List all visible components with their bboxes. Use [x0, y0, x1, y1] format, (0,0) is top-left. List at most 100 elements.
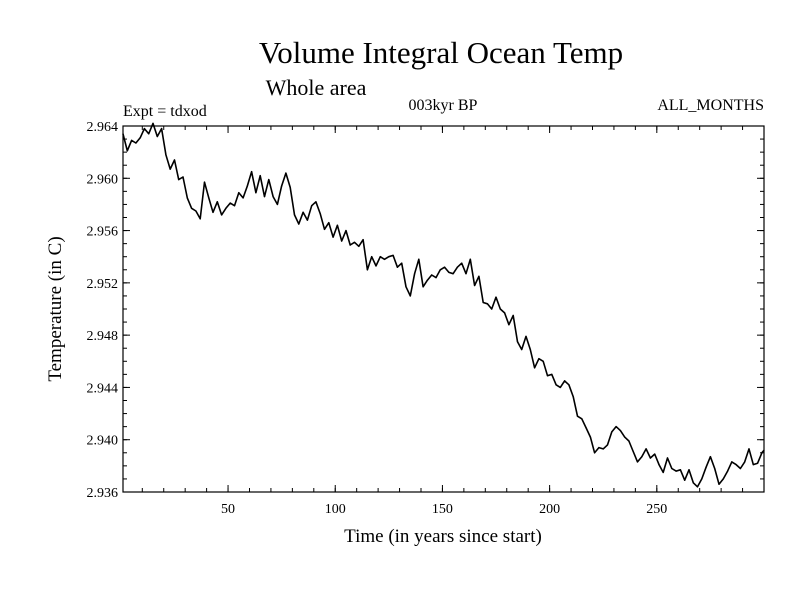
data-point: [538, 358, 540, 360]
data-point: [276, 203, 278, 205]
data-point: [426, 279, 428, 281]
data-point: [203, 181, 206, 183]
data-point: [345, 230, 347, 232]
data-point: [666, 457, 669, 459]
y-tick-label: 2.960: [87, 172, 119, 187]
x-tick-label: 150: [432, 502, 453, 517]
data-point: [238, 192, 240, 194]
plot-frame: [122, 125, 765, 493]
x-tick-label: 250: [646, 502, 667, 517]
data-point: [684, 479, 686, 481]
data-point: [169, 168, 171, 170]
data-point: [491, 308, 493, 310]
y-tick-label: 2.940: [87, 434, 119, 449]
data-point: [263, 196, 266, 198]
data-point: [606, 444, 609, 446]
data-point: [268, 179, 270, 181]
data-point: [705, 466, 707, 468]
data-point: [439, 269, 441, 271]
data-point: [328, 222, 330, 224]
x-tick-label: 100: [325, 502, 346, 517]
data-point: [675, 470, 677, 472]
data-point: [165, 154, 167, 156]
data-point: [615, 426, 617, 428]
data-point: [641, 456, 643, 458]
data-point: [688, 469, 690, 471]
data-point: [341, 240, 343, 242]
data-point: [332, 236, 334, 238]
data-point: [195, 210, 197, 212]
data-point: [731, 461, 733, 463]
data-point: [353, 241, 356, 243]
data-point: [585, 427, 587, 429]
data-point: [186, 197, 188, 199]
data-point: [632, 450, 634, 453]
data-point: [199, 218, 201, 220]
data-point: [448, 271, 450, 273]
data-point: [366, 269, 368, 271]
data-point: [671, 467, 673, 470]
data-point: [383, 258, 386, 260]
data-point: [589, 436, 592, 438]
y-tick-label: 2.952: [87, 277, 119, 292]
data-point: [748, 448, 750, 450]
data-point: [542, 360, 544, 362]
y-axis-label: Temperature (in C): [45, 236, 66, 381]
data-point: [139, 137, 141, 139]
data-point: [576, 415, 579, 417]
data-point: [692, 482, 694, 484]
data-point: [679, 469, 682, 471]
data-point: [636, 461, 639, 463]
x-tick-label: 50: [221, 502, 235, 517]
data-point: [216, 201, 218, 203]
data-point: [572, 396, 574, 398]
data-point: [534, 367, 536, 369]
data-point: [229, 202, 231, 204]
data-point: [135, 142, 137, 144]
data-point: [319, 213, 321, 215]
data-point: [594, 452, 596, 454]
data-point: [161, 128, 163, 130]
data-point: [323, 228, 326, 230]
y-tick-label: 2.948: [87, 329, 119, 344]
data-point: [242, 197, 244, 199]
data-point: [696, 486, 699, 488]
data-point: [293, 214, 296, 216]
data-point: [546, 375, 549, 377]
data-point: [559, 386, 561, 388]
data-point: [624, 436, 626, 438]
data-point: [131, 139, 133, 141]
data-point: [302, 211, 304, 213]
data-point: [409, 295, 411, 297]
data-point: [555, 384, 557, 386]
data-point: [611, 431, 613, 433]
data-point: [298, 223, 300, 225]
data-point: [225, 207, 227, 209]
data-point: [512, 314, 514, 317]
data-point: [143, 128, 145, 130]
data-point: [418, 258, 420, 260]
data-point: [405, 286, 407, 288]
data-point: [486, 303, 488, 305]
data-point: [422, 286, 424, 288]
chart-subtitle: Whole area: [266, 75, 367, 100]
data-point: [474, 284, 476, 287]
data-point: [251, 171, 253, 173]
experiment-label: Expt = tdxod: [123, 103, 207, 120]
period-label: 003kyr BP: [409, 97, 478, 114]
y-tick-label: 2.944: [87, 381, 119, 396]
data-point: [272, 196, 274, 198]
data-point: [739, 467, 742, 470]
data-point: [255, 192, 257, 194]
data-point: [757, 462, 759, 464]
temperature-series-line: [122, 122, 765, 488]
data-point: [178, 179, 180, 181]
data-point: [654, 453, 656, 455]
data-point: [735, 464, 737, 466]
data-point: [662, 471, 664, 473]
y-tick-label: 2.936: [87, 486, 119, 501]
data-point: [465, 273, 467, 275]
data-point: [722, 478, 724, 480]
data-point: [156, 135, 158, 138]
